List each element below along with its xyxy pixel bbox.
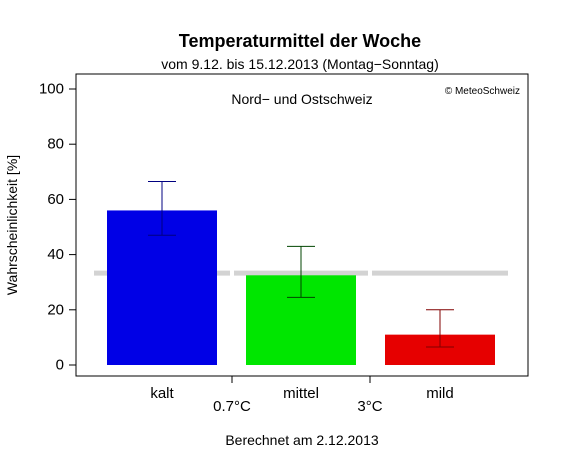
plot-frame — [75, 73, 529, 377]
y-tick-label: 0 — [56, 357, 64, 374]
y-axis-label: Wahrscheinlichkeit [%] — [4, 155, 20, 295]
y-tick-label: 80 — [47, 136, 64, 153]
error-bar-mittel — [287, 245, 315, 298]
chart-title: Temperaturmittel der Woche — [179, 31, 421, 51]
x-axis: kalt mittel mild 0.7°C 3°C — [150, 376, 454, 415]
threshold-label: 0.7°C — [213, 398, 251, 415]
error-bar-mild — [426, 309, 454, 348]
bar-kalt — [107, 210, 217, 365]
y-tick-label: 100 — [39, 81, 64, 98]
region-label: Nord− und Ostschweiz — [231, 91, 372, 107]
y-tick-label: 60 — [47, 191, 64, 208]
category-label-kalt: kalt — [150, 385, 174, 402]
y-tick-label: 40 — [47, 246, 64, 263]
copyright-label: © MeteoSchweiz — [445, 86, 520, 97]
category-label-mittel: mittel — [283, 385, 319, 402]
y-axis: 0 20 40 60 80 100 — [39, 81, 76, 374]
error-bar-kalt — [148, 180, 176, 236]
error-bars — [148, 180, 454, 348]
y-tick-label: 20 — [47, 301, 64, 318]
chart-subtitle: vom 9.12. bis 15.12.2013 (Montag−Sonntag… — [161, 56, 438, 72]
category-label-mild: mild — [426, 385, 454, 402]
threshold-label: 3°C — [357, 398, 382, 415]
footer-text: Berechnet am 2.12.2013 — [225, 432, 379, 448]
